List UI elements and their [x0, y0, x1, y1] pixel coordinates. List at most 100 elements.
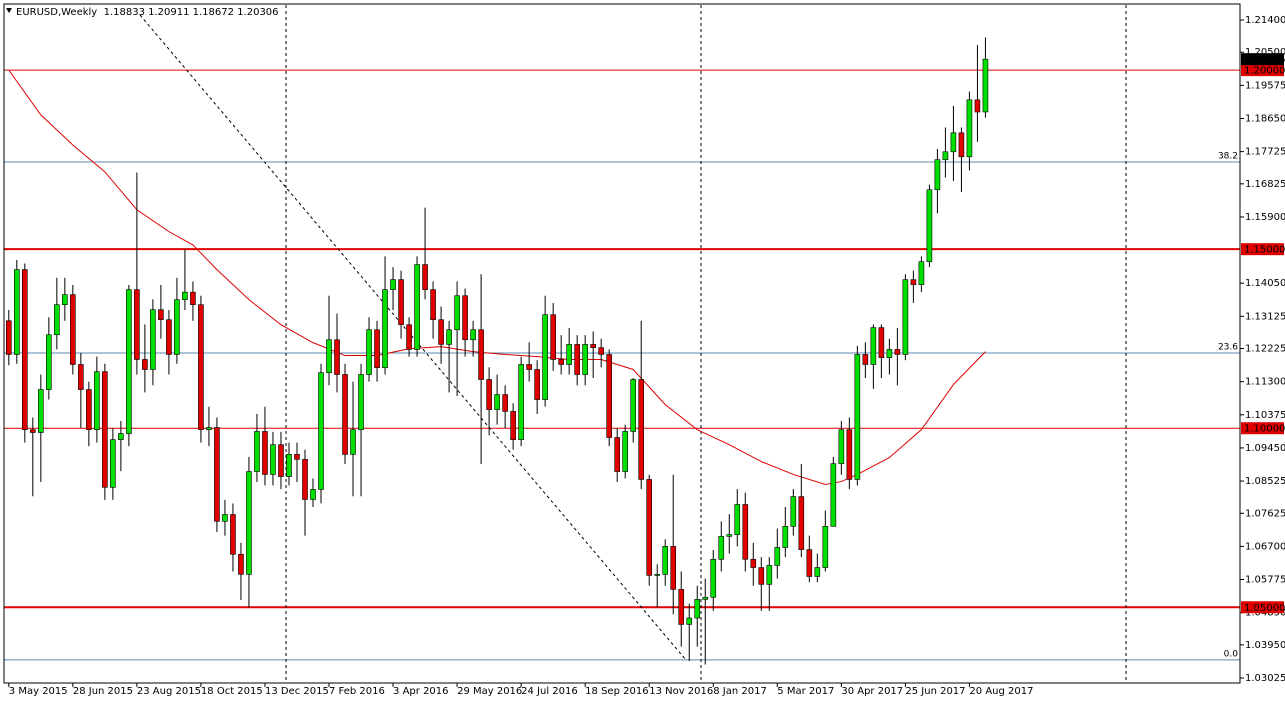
- price-tag-label: 1.20306: [1244, 55, 1285, 66]
- candle-body: [86, 389, 92, 430]
- candle-body: [134, 289, 140, 360]
- candle-body: [638, 379, 645, 480]
- candle-body: [262, 431, 268, 475]
- y-tick-label: 1.16825: [1245, 179, 1285, 190]
- candle-body: [982, 58, 989, 113]
- candle-body: [302, 459, 308, 500]
- x-tick-label: 8 Jan 2017: [713, 686, 767, 697]
- candle-body: [798, 496, 805, 550]
- candle-body: [14, 269, 20, 355]
- candle-body: [678, 589, 685, 625]
- x-tick-label: 23 Aug 2015: [137, 686, 201, 697]
- candle-body: [950, 132, 957, 153]
- candle-body: [830, 463, 837, 527]
- candle-body: [198, 304, 204, 430]
- candle-body: [118, 433, 124, 440]
- x-tick-label: 13 Dec 2015: [265, 686, 329, 697]
- candle-body: [174, 299, 180, 355]
- plot-border: [3, 3, 1241, 684]
- fib-label: 0.0: [1224, 649, 1239, 659]
- candle-body: [22, 269, 28, 430]
- candle-body: [390, 279, 396, 290]
- y-tick-label: 1.10375: [1245, 410, 1285, 421]
- candle-body: [94, 371, 100, 430]
- y-tick-label: 1.12225: [1245, 344, 1285, 355]
- candle-body: [454, 295, 460, 331]
- candle-body: [446, 329, 452, 345]
- candle-body: [110, 439, 116, 488]
- y-tick-label: 1.09450: [1245, 443, 1285, 454]
- x-tick-label: 18 Oct 2015: [201, 686, 263, 697]
- level-tag: [1241, 601, 1284, 614]
- candle-body: [750, 558, 757, 568]
- candle-body: [886, 349, 893, 358]
- y-tick-label: 1.03950: [1245, 640, 1285, 651]
- fib-label: 38.2: [1218, 151, 1238, 161]
- level-tag: [1241, 422, 1284, 435]
- candle-body: [558, 359, 564, 365]
- candle-body: [374, 329, 380, 369]
- candle-body: [910, 279, 917, 285]
- candle-body: [38, 389, 44, 433]
- candle-body: [574, 344, 580, 375]
- collapse-icon: [6, 8, 12, 13]
- trendline: [139, 14, 687, 661]
- candle-body: [406, 324, 412, 350]
- candle-body: [510, 411, 516, 440]
- candle-body: [806, 549, 813, 577]
- y-tick-label: 1.19575: [1245, 80, 1285, 91]
- y-tick-label: 1.20500: [1245, 47, 1285, 58]
- x-tick-label: 25 Jun 2017: [905, 686, 965, 697]
- candle-body: [742, 504, 749, 560]
- y-tick-label: 1.15900: [1245, 212, 1285, 223]
- candle-body: [494, 394, 500, 410]
- candle-body: [662, 546, 669, 575]
- candle-body: [646, 479, 653, 576]
- x-tick-label: 13 Nov 2016: [649, 686, 713, 697]
- candle-body: [502, 394, 508, 412]
- candle-body: [622, 431, 629, 472]
- candle-body: [46, 334, 52, 390]
- candle-body: [430, 289, 436, 321]
- candle-body: [566, 344, 572, 365]
- dashed-separators: [139, 5, 1127, 683]
- candle-body: [542, 314, 548, 400]
- candle-body: [966, 99, 973, 158]
- level-tag-label: 1.05000: [1244, 603, 1285, 614]
- candle-body: [462, 295, 468, 341]
- level-tag-label: 1.15000: [1244, 245, 1285, 256]
- candle-body: [726, 534, 733, 537]
- y-tick-label: 1.05775: [1245, 575, 1285, 586]
- candle-body: [398, 279, 404, 326]
- candle-body: [606, 354, 612, 438]
- candle-body: [246, 471, 252, 575]
- candle-body: [78, 364, 84, 390]
- candle-body: [550, 314, 556, 360]
- candle-body: [790, 496, 797, 527]
- y-tick-label: 1.03025: [1245, 673, 1285, 684]
- candle-body: [846, 429, 853, 480]
- x-tick-label: 3 May 2015: [9, 686, 68, 697]
- candle-body: [902, 279, 909, 355]
- level-tag: [1241, 64, 1284, 77]
- x-tick-label: 30 Apr 2017: [841, 686, 903, 697]
- axis-layer: 1.21400 1.20500 1.19575 1.18650 1.17725 1.168…: [8, 15, 1285, 697]
- candle-body: [286, 454, 292, 477]
- candle-body: [814, 567, 821, 577]
- candle-body: [54, 304, 60, 336]
- candle-body: [822, 526, 829, 568]
- candle-body: [710, 558, 717, 598]
- marks-layer: [6, 37, 989, 665]
- x-tick-label: 24 Jul 2016: [521, 686, 578, 697]
- candle-body: [942, 151, 949, 160]
- candle-body: [326, 339, 332, 374]
- x-tick-label: 29 May 2016: [457, 686, 522, 697]
- candle-body: [926, 189, 933, 263]
- candle-body: [894, 349, 901, 355]
- candle-body: [974, 99, 981, 113]
- candle-body: [126, 289, 132, 434]
- candle-body: [214, 427, 220, 522]
- candle-body: [150, 309, 156, 370]
- y-tick-label: 1.17725: [1245, 147, 1285, 158]
- x-tick-label: 28 Jun 2015: [73, 686, 133, 697]
